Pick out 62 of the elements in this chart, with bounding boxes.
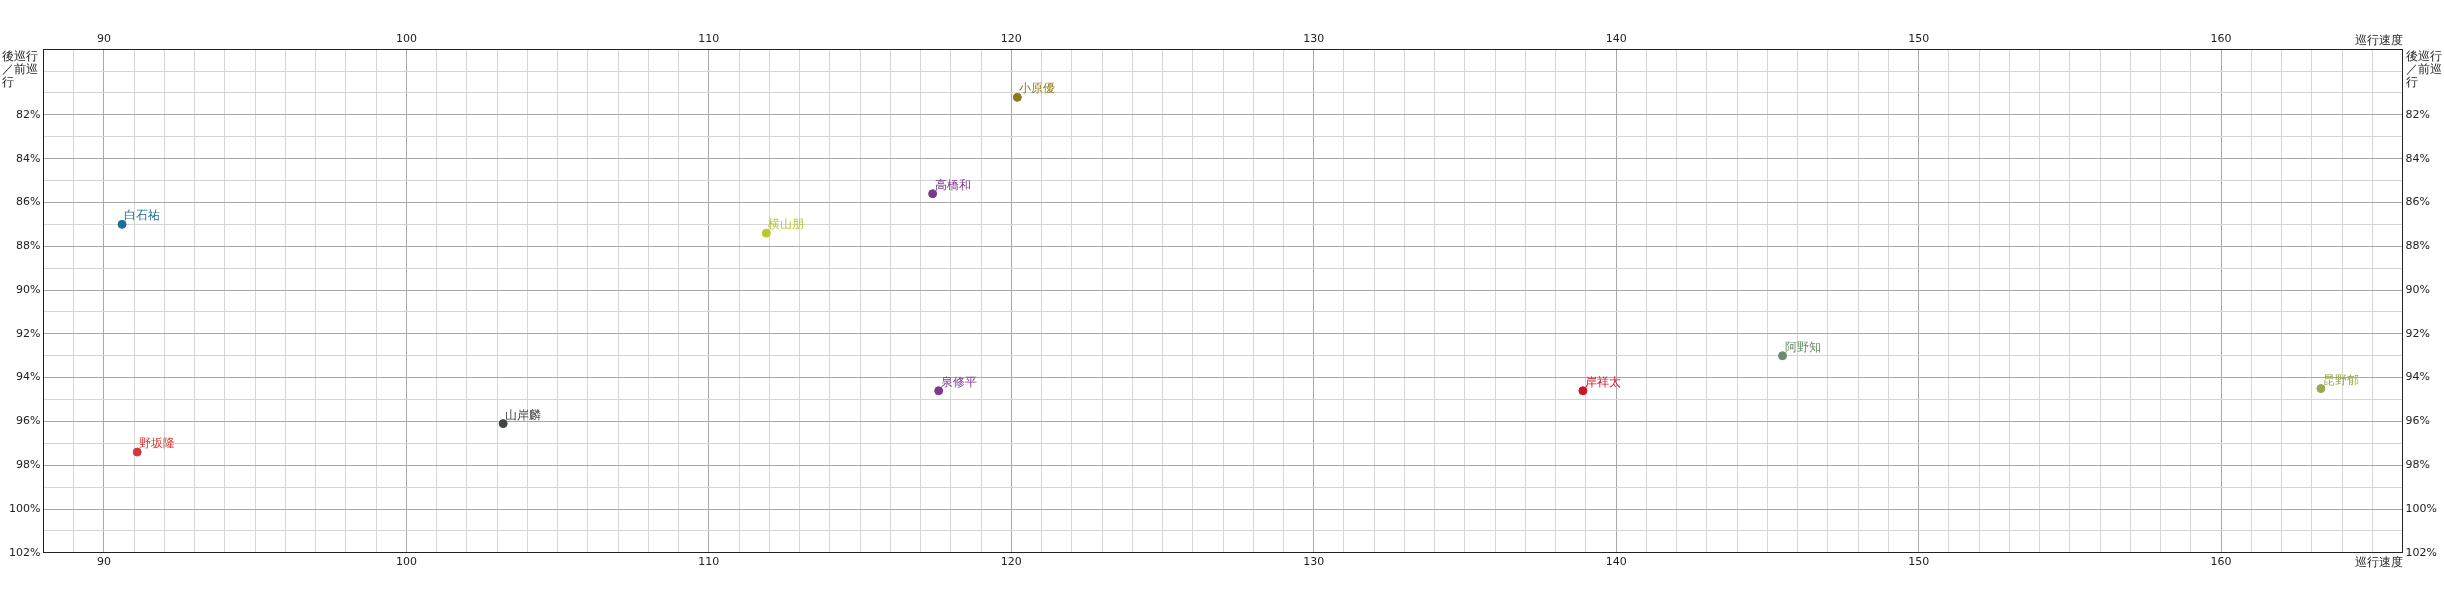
- x2-tick-label: 120: [1000, 32, 1022, 46]
- y-tick-label: 100%: [8, 501, 41, 515]
- point: [928, 189, 938, 199]
- x-tick-label: 100: [395, 555, 417, 569]
- x2-tick-label: 130: [1303, 32, 1325, 46]
- series-label: 岸祥太: [1584, 374, 1621, 389]
- x-tick-label: 150: [1908, 555, 1930, 569]
- y2-axis-title: 後巡行／前巡行: [2405, 49, 2442, 90]
- series-label: 白石祐: [124, 208, 161, 223]
- x2-axis-title: 巡行速度: [2354, 33, 2403, 48]
- point: [1778, 351, 1788, 361]
- x-tick-label: 120: [1000, 555, 1022, 569]
- series-label: 野坂隆: [139, 436, 176, 451]
- x-tick-label: 130: [1303, 555, 1325, 569]
- x-tick-label: 160: [2210, 555, 2232, 569]
- point: [498, 419, 508, 429]
- x2-tick-label: 160: [2210, 32, 2232, 46]
- point: [117, 219, 127, 229]
- series-label: 高橋和: [934, 177, 971, 192]
- point: [132, 447, 142, 457]
- y2-tick-label: 94%: [2405, 370, 2431, 384]
- y2-tick-label: 86%: [2405, 195, 2431, 209]
- y-tick-label: 84%: [15, 151, 41, 165]
- x-tick-label: 140: [1605, 555, 1627, 569]
- y-tick-label: 86%: [15, 195, 41, 209]
- series-label: 阿野知: [1784, 339, 1821, 354]
- series-label: 山岸麟: [505, 407, 542, 422]
- point: [761, 228, 771, 238]
- x2-tick-label: 110: [698, 32, 720, 46]
- x-axis-title: 巡行速度: [2354, 554, 2403, 569]
- x2-tick-label: 150: [1908, 32, 1930, 46]
- point: [1012, 92, 1022, 102]
- y2-tick-label: 102%: [2405, 545, 2438, 559]
- y-tick-label: 102%: [8, 545, 41, 559]
- y2-tick-label: 84%: [2405, 151, 2431, 165]
- x-tick-label: 90: [96, 555, 111, 569]
- y-tick-label: 92%: [15, 326, 41, 340]
- x-tick-label: 110: [698, 555, 720, 569]
- x2-tick-label: 100: [395, 32, 417, 46]
- y-axis-title: 後巡行／前巡行: [2, 49, 38, 90]
- y-tick-label: 90%: [15, 282, 41, 296]
- y2-tick-label: 88%: [2405, 239, 2431, 253]
- series-label: 昆野郁: [2322, 372, 2359, 387]
- y-tick-label: 88%: [15, 239, 41, 253]
- point: [1578, 386, 1588, 396]
- series-label: 泉修平: [940, 374, 977, 389]
- y2-tick-label: 98%: [2405, 458, 2431, 472]
- y2-tick-label: 90%: [2405, 282, 2431, 296]
- y2-tick-label: 92%: [2405, 326, 2431, 340]
- x2-tick-label: 140: [1605, 32, 1627, 46]
- y2-tick-label: 82%: [2405, 107, 2431, 121]
- y-tick-label: 94%: [15, 370, 41, 384]
- x2-tick-label: 90: [96, 32, 111, 46]
- y-tick-label: 82%: [15, 107, 41, 121]
- point: [2316, 384, 2326, 394]
- point: [934, 386, 944, 396]
- y-tick-label: 98%: [15, 458, 41, 472]
- y2-tick-label: 100%: [2405, 501, 2438, 515]
- y2-tick-label: 96%: [2405, 414, 2431, 428]
- series-label: 小原優: [1019, 81, 1056, 96]
- y-tick-label: 96%: [15, 414, 41, 428]
- series-label: 横山朋: [768, 217, 805, 232]
